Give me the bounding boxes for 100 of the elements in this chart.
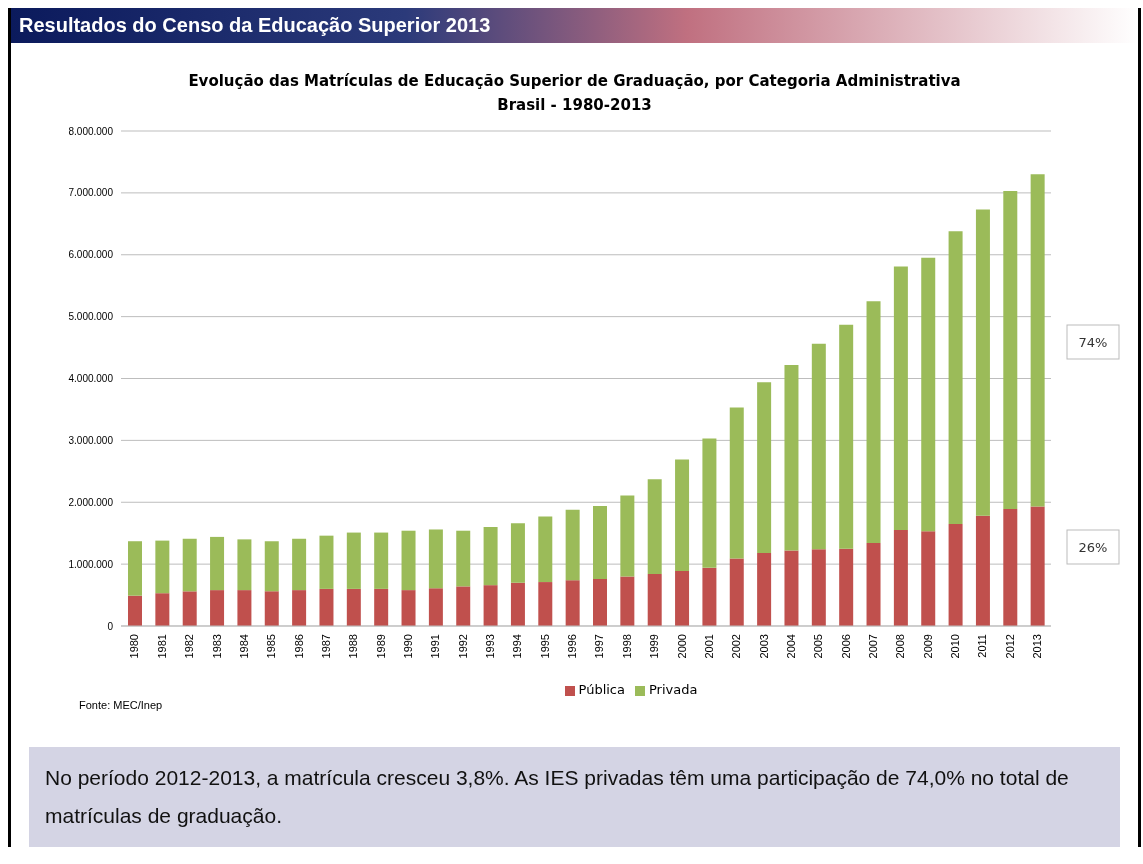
bar: [893, 266, 908, 531]
x-tick-label: 1986: [292, 634, 305, 659]
bar: [292, 538, 307, 591]
y-tick-label: 5.000.000: [68, 311, 114, 323]
x-tick-label: 1988: [347, 634, 360, 659]
bar: [428, 529, 443, 589]
x-tick-label: 1989: [374, 634, 387, 659]
x-tick-label: 1992: [456, 634, 469, 659]
y-tick-label: 8.000.000: [68, 125, 114, 137]
bar: [538, 582, 553, 626]
bar: [729, 407, 744, 559]
bar: [811, 343, 826, 550]
bar: [866, 543, 881, 626]
x-tick-label: 1997: [593, 634, 606, 659]
bar: [1003, 191, 1018, 510]
x-tick-label: 2010: [949, 634, 962, 659]
x-tick-label: 2009: [921, 634, 934, 659]
x-tick-label: 1990: [402, 634, 415, 659]
x-tick-label: 1998: [620, 634, 633, 659]
bar: [647, 574, 662, 626]
x-tick-label: 2005: [812, 634, 825, 659]
x-tick-label: 1987: [319, 634, 332, 659]
bar: [483, 585, 498, 626]
bar: [647, 479, 662, 575]
x-tick-label: 2011: [976, 634, 989, 658]
bar: [675, 459, 690, 571]
x-tick-label: 1983: [210, 634, 223, 659]
bar: [510, 582, 525, 626]
x-tick-label: 2002: [730, 634, 743, 659]
bar: [757, 382, 772, 553]
bar: [702, 567, 717, 626]
x-tick-label: 1996: [566, 634, 579, 659]
bar: [948, 231, 963, 524]
x-tick-label: 2003: [757, 634, 770, 659]
bar: [374, 588, 389, 626]
x-tick-label: 2001: [702, 634, 715, 659]
bar: [921, 531, 936, 626]
bar: [565, 580, 580, 626]
bar: [811, 549, 826, 626]
bar: [456, 530, 471, 587]
legend-label: Pública: [578, 682, 625, 697]
bar: [128, 541, 142, 596]
bar: [346, 588, 361, 626]
y-tick-label: 2.000.000: [68, 496, 114, 508]
x-tick-label: 2012: [1003, 634, 1016, 659]
x-tick-label: 1993: [484, 634, 497, 659]
bar: [210, 536, 225, 591]
bar: [538, 516, 553, 583]
bar: [620, 495, 635, 577]
source-note: Fonte: MEC/Inep: [79, 699, 164, 711]
bar: [264, 591, 279, 626]
text: 26%: [1078, 540, 1108, 555]
y-tick-label: 1.000.000: [68, 558, 114, 570]
bar: [128, 595, 142, 626]
bar: [620, 576, 635, 626]
text: 74%: [1078, 335, 1108, 350]
bar: [319, 588, 334, 626]
chart-subtitle: Brasil - 1980-2013: [496, 95, 653, 116]
x-tick-label: 2004: [784, 634, 797, 659]
x-tick-label: 1994: [511, 634, 524, 659]
bar: [948, 523, 963, 626]
bar: [182, 538, 197, 592]
x-tick-label: 1982: [183, 634, 196, 659]
x-tick-label: 2013: [1031, 634, 1044, 659]
bar: [784, 364, 799, 551]
bar: [292, 590, 307, 626]
bar: [593, 578, 607, 626]
y-tick-label: 3.000.000: [68, 434, 114, 446]
y-tick-label: 6.000.000: [68, 249, 114, 261]
bar: [319, 535, 334, 589]
bar: [784, 550, 799, 626]
bar: [210, 590, 225, 626]
bar: [702, 438, 717, 568]
bar: [921, 257, 936, 532]
bar: [675, 570, 690, 626]
bar: [1030, 506, 1045, 626]
x-tick-label: 1991: [429, 634, 442, 659]
x-tick-label: 1995: [538, 634, 551, 659]
bar: [237, 590, 252, 626]
bar: [428, 588, 443, 626]
x-tick-label: 1980: [128, 634, 141, 659]
text: No período 2012-2013, a matrícula cresceu 3,8%. As IES privadas têm uma participação de 74,0% no total de matrículas de graduação.: [29, 747, 1120, 847]
x-tick-label: 1999: [648, 634, 661, 659]
bar: [346, 532, 361, 589]
bar: [975, 515, 990, 626]
bar: [866, 301, 881, 544]
y-tick-label: 4.000.000: [68, 373, 114, 385]
bar: [975, 209, 990, 516]
bar: [510, 523, 525, 583]
bar: [839, 548, 854, 626]
bar: [401, 590, 416, 626]
x-tick-label: 1985: [265, 634, 278, 659]
y-tick-label: 7.000.000: [68, 187, 114, 199]
chart-title: Evolução das Matrículas de Educação Superior de Graduação, por Categoria Administrativa: [187, 71, 962, 92]
bar: [1030, 174, 1045, 507]
text: Resultados do Censo da Educação Superior 2013: [11, 8, 1138, 43]
bar: [182, 591, 197, 626]
bar: [729, 558, 744, 626]
bar: [1003, 509, 1018, 626]
bar: [237, 539, 252, 591]
